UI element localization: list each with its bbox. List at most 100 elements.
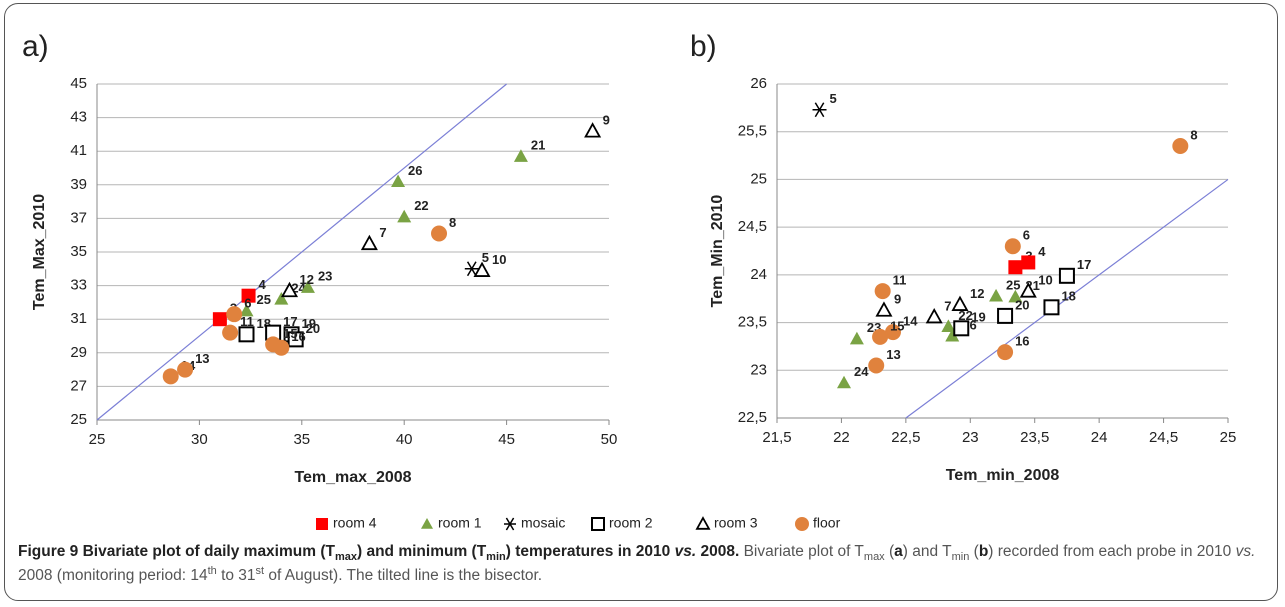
point-label: 21 (531, 138, 545, 153)
caption-run: st (255, 564, 265, 577)
y-tick-label: 26 (750, 75, 767, 92)
marker-triangle (941, 319, 956, 332)
legend-label: mosaic (521, 515, 565, 531)
caption-run: ) temperatures in 2010 (505, 543, 675, 560)
marker-open-square (287, 331, 304, 348)
caption-run: vs. (1235, 543, 1256, 560)
marker-circle (795, 517, 809, 531)
point-label: 4 (259, 277, 267, 292)
marker-circle (222, 324, 239, 341)
x-axis-label: Tem_min_2008 (946, 467, 1060, 484)
y-tick-label: 45 (70, 75, 87, 92)
caption-run: ) and minimum (T (357, 543, 487, 560)
caption-run: 2008. (696, 543, 740, 560)
x-tick-label: 30 (191, 431, 208, 448)
y-tick-label: 27 (70, 377, 87, 394)
point-label: 25 (1006, 277, 1020, 292)
point-label: 24 (854, 364, 869, 379)
legend-label: room 4 (333, 515, 377, 531)
point-label: 26 (408, 163, 422, 178)
marker-triangle (989, 288, 1004, 302)
y-tick-label: 25 (70, 411, 87, 428)
caption-run: min (951, 551, 970, 564)
point-label: 10 (1038, 273, 1052, 288)
marker-circle (162, 368, 179, 385)
caption-run: of August). The tilted line is the bisec… (264, 567, 543, 584)
point-label: 23 (318, 269, 332, 284)
marker-star (812, 102, 827, 118)
marker-square (241, 288, 256, 303)
marker-open-triangle (695, 516, 711, 530)
point-label: 5 (830, 91, 837, 106)
x-tick-label: 22 (833, 429, 850, 446)
point-label: 15 (283, 326, 297, 341)
x-tick-label: 40 (396, 431, 413, 448)
y-tick-label: 31 (70, 310, 87, 327)
y-tick-label: 24 (750, 266, 767, 283)
point-label: 19 (971, 310, 985, 325)
figure-frame (4, 3, 1278, 601)
marker-open-square (953, 320, 970, 337)
marker-circle (177, 361, 194, 378)
y-tick-label: 25,5 (738, 123, 767, 140)
caption-run: ) recorded from each probe in 2010 (988, 543, 1236, 560)
marker-circle (868, 357, 885, 374)
y-tick-label: 29 (70, 344, 87, 361)
marker-square (1008, 260, 1023, 275)
caption-run: Figure 9 Bivariate plot of daily maximum… (18, 543, 335, 560)
y-axis-label: Tem_Min_2010 (709, 195, 726, 308)
panel-label: a) (22, 30, 49, 63)
y-tick-label: 37 (70, 209, 87, 226)
point-label: 11 (240, 314, 254, 329)
point-label: 19 (302, 316, 316, 331)
point-label: 9 (603, 112, 610, 127)
x-tick-label: 35 (293, 431, 310, 448)
y-tick-label: 33 (70, 277, 87, 294)
point-label: 4 (1038, 244, 1046, 259)
marker-circle (226, 306, 243, 323)
marker-open-square (1043, 299, 1060, 316)
y-tick-label: 39 (70, 176, 87, 193)
point-label: 7 (379, 225, 386, 240)
point-label: 18 (1061, 289, 1075, 304)
marker-open-triangle (473, 261, 491, 277)
point-label: 6 (244, 296, 251, 311)
marker-square (1021, 255, 1036, 270)
marker-circle (1004, 238, 1021, 255)
marker-star (504, 517, 516, 531)
marker-open-triangle (360, 234, 378, 251)
marker-triangle (849, 331, 864, 345)
x-tick-label: 22,5 (891, 429, 920, 446)
marker-triangle (1008, 289, 1023, 303)
caption-run: max (863, 551, 885, 564)
point-label: 14 (903, 314, 918, 329)
caption-run: ( (969, 543, 979, 560)
point-label: 17 (1077, 257, 1091, 272)
point-label: 9 (894, 292, 901, 307)
marker-open-triangle (280, 281, 299, 298)
y-tick-label: 23 (750, 361, 767, 378)
point-label: 22 (958, 308, 972, 323)
marker-open-triangle (951, 295, 969, 311)
marker-open-square (997, 307, 1014, 324)
marker-triangle (945, 328, 960, 342)
marker-circle (884, 324, 901, 341)
caption-run: a (894, 543, 903, 560)
x-tick-label: 23,5 (1020, 429, 1049, 446)
caption-run: b (978, 543, 989, 560)
caption-run: max (334, 551, 357, 564)
marker-triangle (239, 303, 254, 317)
marker-circle (997, 344, 1014, 361)
point-label: 20 (1015, 297, 1029, 312)
x-tick-label: 23 (962, 429, 979, 446)
point-label: 22 (414, 198, 428, 213)
y-tick-label: 25 (750, 170, 767, 187)
marker-star (464, 261, 479, 277)
caption-run: min (486, 551, 506, 564)
caption-run: ) and T (902, 543, 952, 560)
point-label: 15 (890, 318, 904, 333)
marker-triangle (421, 518, 433, 529)
point-label: 6 (1023, 228, 1030, 243)
